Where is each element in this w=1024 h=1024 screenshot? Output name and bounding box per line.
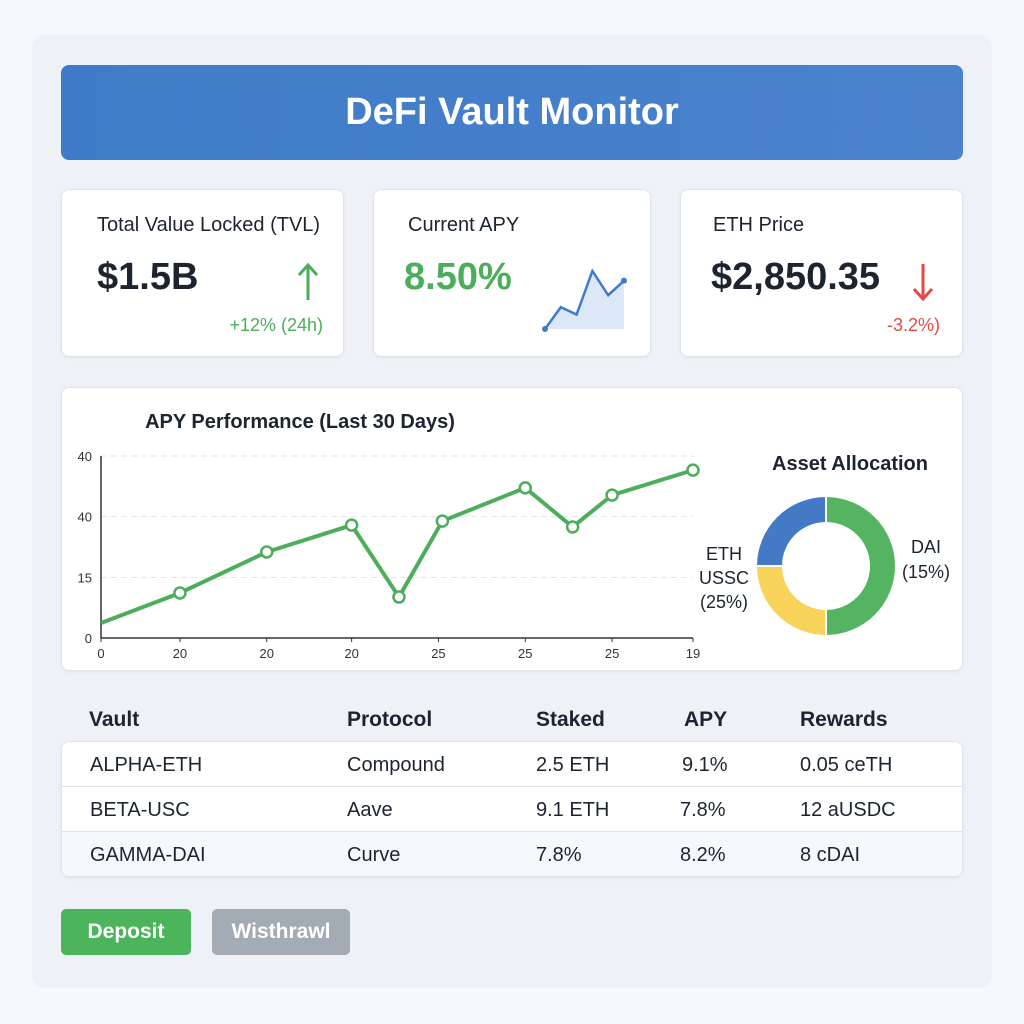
deposit-button[interactable]: Deposit <box>61 909 191 955</box>
tvl-value: $1.5B <box>97 256 199 298</box>
arrow-down-icon <box>912 264 934 302</box>
sparkline-point <box>542 326 548 332</box>
cell-vault: GAMMA-DAI <box>90 844 206 866</box>
col-header-vault: Vault <box>89 708 140 731</box>
donut-label: ETH <box>706 544 742 564</box>
donut-label: USSC <box>699 568 749 588</box>
tvl-card: Total Value Locked (TVL) $1.5B +12% (24h… <box>61 189 344 357</box>
data-point <box>344 518 359 532</box>
eth-price-card: ETH Price $2,850.35 -3.2%) <box>680 189 963 357</box>
x-tick-label: 0 <box>97 646 104 661</box>
eth-price-change: -3.2%) <box>886 315 940 335</box>
y-tick-label: 0 <box>85 631 92 646</box>
table-row[interactable]: ALPHA-ETH Compound 2.5 ETH 9.1% 0.05 ceT… <box>62 742 962 787</box>
data-point <box>518 481 533 495</box>
x-tick-label: 19 <box>686 646 700 661</box>
chart-panel: APY Performance (Last 30 Days) Asset All… <box>61 387 963 671</box>
apy-value: 8.50% <box>404 256 512 298</box>
table-row[interactable]: GAMMA-DAI Curve 7.8% 8.2% 8 cDAI <box>62 832 962 876</box>
cell-staked: 9.1 ETH <box>536 799 610 821</box>
cell-staked: 7.8% <box>536 844 582 866</box>
data-point <box>565 520 580 534</box>
table-row[interactable]: BETA-USC Aave 9.1 ETH 7.8% 12 aUSDC <box>62 787 962 832</box>
sparkline-line <box>543 268 625 330</box>
cell-apy: 7.8% <box>680 799 726 821</box>
withdraw-button[interactable]: Wisthrawl <box>212 909 350 955</box>
y-tick-label: 15 <box>78 570 92 585</box>
y-tick-label: 40 <box>78 449 92 464</box>
donut-label: DAI <box>911 537 941 557</box>
donut-slice <box>825 494 897 638</box>
tvl-change: +12% (24h) <box>229 315 323 335</box>
data-point <box>173 586 187 600</box>
sparkline-area <box>545 271 624 329</box>
y-tick-label: 40 <box>78 510 92 525</box>
data-point <box>435 514 450 528</box>
col-header-rewards: Rewards <box>800 708 888 731</box>
col-header-apy: APY <box>684 708 728 731</box>
cell-protocol: Compound <box>347 754 445 776</box>
donut-slice <box>754 494 827 567</box>
donut-label: (15%) <box>902 562 950 582</box>
line-chart-title: APY Performance (Last 30 Days) <box>145 411 455 433</box>
donut-label: (25%) <box>700 592 748 612</box>
x-tick-label: 20 <box>173 646 187 661</box>
tvl-title: Total Value Locked (TVL) <box>97 214 321 236</box>
data-point <box>605 488 619 502</box>
apy-line <box>100 468 694 625</box>
arrow-up-icon <box>297 262 319 300</box>
apy-card: Current APY 8.50% <box>373 189 651 357</box>
cell-rewards: 0.05 ceTH <box>800 754 893 776</box>
eth-price-value: $2,850.35 <box>711 256 881 298</box>
cell-vault: BETA-USC <box>90 799 190 821</box>
cell-protocol: Curve <box>347 844 401 866</box>
cell-staked: 2.5 ETH <box>536 754 610 776</box>
x-tick-label: 20 <box>344 646 358 661</box>
x-tick-label: 25 <box>605 646 619 661</box>
x-tick-label: 20 <box>260 646 274 661</box>
cell-rewards: 8 cDAI <box>800 844 861 866</box>
col-header-protocol: Protocol <box>347 708 433 731</box>
cell-rewards: 12 aUSDC <box>800 799 896 821</box>
sparkline-point <box>621 277 627 284</box>
col-header-staked: Staked <box>536 708 605 731</box>
apy-title: Current APY <box>408 214 520 236</box>
page-title: DeFi Vault Monitor <box>61 65 963 160</box>
cell-apy: 8.2% <box>680 844 726 866</box>
data-point <box>392 590 406 604</box>
x-tick-label: 25 <box>518 646 532 661</box>
x-tick-label: 25 <box>431 646 445 661</box>
cell-apy: 9.1% <box>682 754 728 776</box>
data-point <box>260 545 274 559</box>
cell-vault: ALPHA-ETH <box>90 754 203 776</box>
cell-protocol: Aave <box>347 799 393 821</box>
apy-performance-chart: APY Performance (Last 30 Days) Asset All… <box>78 411 950 661</box>
data-point <box>686 463 700 477</box>
apy-sparkline <box>542 268 627 332</box>
donut-chart-title: Asset Allocation <box>772 453 928 475</box>
vault-table: ALPHA-ETH Compound 2.5 ETH 9.1% 0.05 ceT… <box>61 741 963 877</box>
eth-price-title: ETH Price <box>713 214 805 236</box>
donut-slice <box>754 565 827 638</box>
